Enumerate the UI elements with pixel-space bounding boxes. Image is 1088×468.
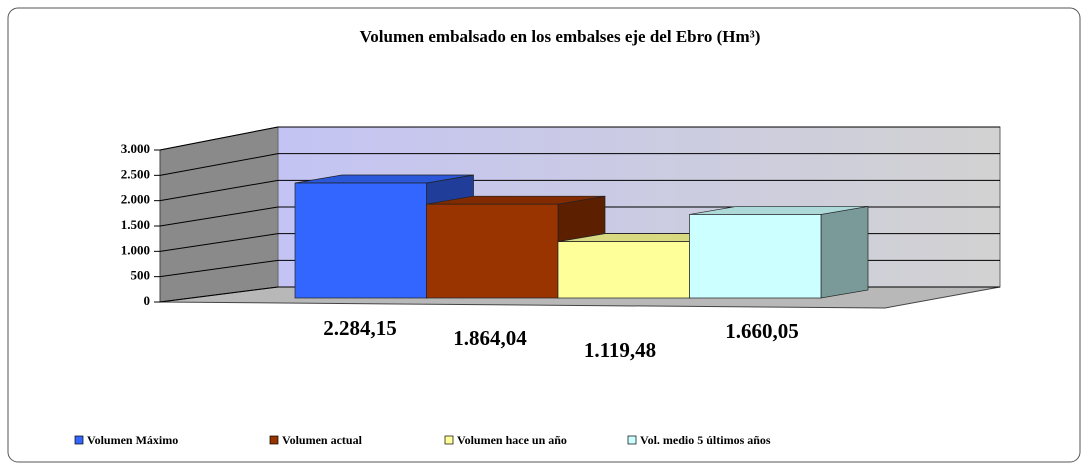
bar bbox=[689, 214, 822, 299]
chart-title: Volumen embalsado en los embalses eje de… bbox=[360, 27, 761, 46]
value-label: 1.119,48 bbox=[584, 338, 656, 362]
grid-line bbox=[159, 233, 279, 252]
legend-swatch bbox=[74, 435, 84, 445]
bar-side bbox=[820, 206, 869, 299]
y-tick-label: 3.000 bbox=[121, 141, 150, 156]
value-label: 2.284,15 bbox=[323, 316, 397, 340]
grid-line bbox=[159, 126, 279, 151]
legend-label: Volumen Máximo bbox=[87, 433, 178, 447]
legend-label: Vol. medio 5 últimos años bbox=[640, 433, 771, 447]
legend-swatch bbox=[269, 435, 279, 445]
value-label: 1.864,04 bbox=[453, 326, 527, 350]
grid-line bbox=[159, 286, 279, 303]
legend-label: Volumen hace un año bbox=[457, 433, 567, 447]
y-tick-label: 2.000 bbox=[121, 192, 150, 207]
y-tick-label: 1.000 bbox=[121, 242, 150, 257]
y-tick-label: 1.500 bbox=[121, 217, 150, 232]
y-tick-label: 0 bbox=[144, 293, 151, 308]
bar bbox=[294, 182, 427, 299]
grid-line bbox=[159, 179, 279, 202]
y-tick-label: 2.500 bbox=[121, 166, 150, 181]
grid-line bbox=[159, 206, 279, 227]
bar bbox=[557, 241, 690, 299]
bar bbox=[426, 203, 559, 299]
legend-label: Volumen actual bbox=[282, 433, 363, 447]
side-wall bbox=[159, 126, 279, 303]
y-tick-label: 500 bbox=[131, 268, 151, 283]
legend-swatch bbox=[627, 435, 637, 445]
grid-line bbox=[159, 153, 279, 176]
legend-swatch bbox=[444, 435, 454, 445]
value-label: 1.660,05 bbox=[725, 319, 799, 343]
grid-line bbox=[159, 259, 279, 278]
